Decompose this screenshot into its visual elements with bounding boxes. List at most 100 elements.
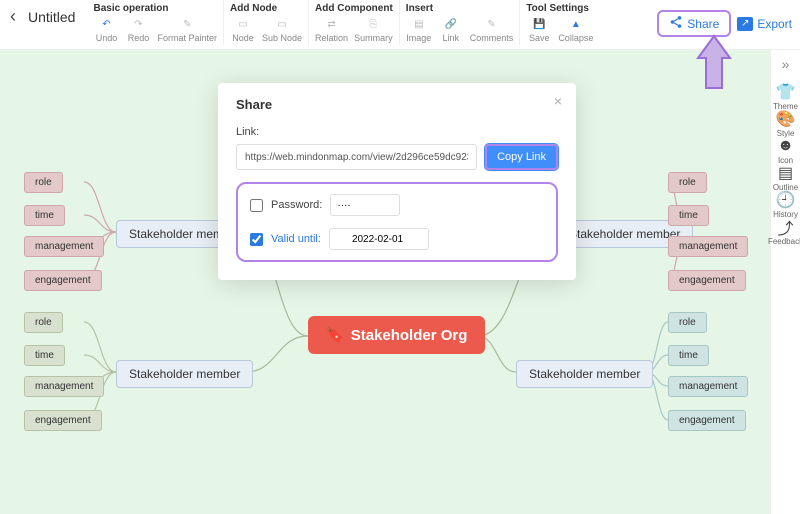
leaf-node[interactable]: management — [24, 236, 104, 257]
collapse-icon: ▲ — [568, 16, 584, 32]
member-node[interactable]: Stakeholder member — [116, 360, 253, 388]
toolbar-item-label: Undo — [96, 33, 118, 43]
comments-button[interactable]: ✎Comments — [470, 16, 514, 43]
feedback-icon: ⤴ — [778, 219, 794, 235]
toolbar-group-title: Add Node — [230, 3, 302, 14]
tag-icon: 🔖 — [326, 326, 345, 344]
share-link-input[interactable] — [236, 144, 477, 170]
leaf-node[interactable]: time — [24, 345, 65, 366]
copy-link-button[interactable]: Copy Link — [485, 144, 558, 170]
leaf-node[interactable]: time — [24, 205, 65, 226]
leaf-node[interactable]: management — [668, 376, 748, 397]
leaf-node[interactable]: time — [668, 205, 709, 226]
share-dialog: Share × Link: Copy Link Password: Valid … — [218, 83, 576, 280]
valid-until-checkbox[interactable] — [250, 233, 263, 246]
link-icon: 🔗 — [443, 16, 459, 32]
toolbar-item-label: Image — [406, 33, 431, 43]
leaf-node[interactable]: engagement — [24, 410, 102, 431]
summary-button[interactable]: ⎘Summary — [354, 16, 393, 43]
member-node[interactable]: Stakeholder member — [516, 360, 653, 388]
toolbar-item-label: Comments — [470, 33, 514, 43]
toolbar-group: Add Node▭Node▭Sub Node — [223, 0, 308, 45]
sidepanel-outline[interactable]: ▤Outline — [768, 165, 800, 192]
toolbar-group-title: Basic operation — [93, 3, 217, 14]
password-input[interactable] — [330, 194, 400, 216]
side-panel: » 👕Theme🎨Style☻Icon▤Outline🕘History⤴Feed… — [770, 50, 800, 514]
leaf-node[interactable]: role — [668, 312, 707, 333]
image-icon: ▤ — [411, 16, 427, 32]
leaf-node[interactable]: role — [668, 172, 707, 193]
sidepanel-style[interactable]: 🎨Style — [768, 111, 800, 138]
valid-until-label: Valid until: — [271, 233, 321, 245]
relation-button[interactable]: ⇄Relation — [315, 16, 348, 43]
link-button[interactable]: 🔗Link — [438, 16, 464, 43]
dialog-title: Share — [236, 97, 558, 112]
save-icon: 💾 — [531, 16, 547, 32]
leaf-node[interactable]: engagement — [24, 270, 102, 291]
share-button[interactable]: Share — [657, 10, 731, 37]
theme-icon: 👕 — [778, 84, 794, 100]
password-checkbox[interactable] — [250, 199, 263, 212]
share-icon — [669, 15, 683, 32]
export-label: Export — [757, 17, 792, 31]
doc-title[interactable]: Untitled — [24, 9, 87, 37]
share-options: Password: Valid until: 📅 — [236, 182, 558, 262]
export-button[interactable]: ↗ Export — [737, 17, 792, 31]
sidepanel-theme[interactable]: 👕Theme — [768, 84, 800, 111]
leaf-node[interactable]: management — [668, 236, 748, 257]
leaf-node[interactable]: role — [24, 172, 63, 193]
comments-icon: ✎ — [484, 16, 500, 32]
format-painter-button[interactable]: ✎Format Painter — [157, 16, 217, 43]
node-icon: ▭ — [235, 16, 251, 32]
toolbar-item-label: Save — [529, 33, 550, 43]
collapse-button[interactable]: ▲Collapse — [558, 16, 593, 43]
leaf-node[interactable]: time — [668, 345, 709, 366]
toolbar-item-label: Node — [232, 33, 254, 43]
history-icon: 🕘 — [778, 192, 794, 208]
redo-icon: ↷ — [130, 16, 146, 32]
sidepanel-label: Feedback — [768, 237, 800, 246]
toolbar-group: Tool Settings💾Save▲Collapse — [519, 0, 599, 45]
toolbar-group: Add Component⇄Relation⎘Summary — [308, 0, 399, 45]
toolbar: ‹ Untitled Basic operation↶Undo↷Redo✎For… — [0, 0, 800, 50]
toolbar-group: Basic operation↶Undo↷Redo✎Format Painter — [87, 0, 223, 45]
icon-icon: ☻ — [778, 138, 794, 154]
undo-button[interactable]: ↶Undo — [93, 16, 119, 43]
leaf-node[interactable]: role — [24, 312, 63, 333]
toolbar-group-title: Tool Settings — [526, 3, 593, 14]
collapse-panel-icon[interactable]: » — [782, 56, 790, 72]
valid-until-date[interactable] — [329, 228, 429, 250]
toolbar-group-title: Add Component — [315, 3, 393, 14]
toolbar-item-label: Summary — [354, 33, 393, 43]
undo-icon: ↶ — [98, 16, 114, 32]
node-button[interactable]: ▭Node — [230, 16, 256, 43]
toolbar-item-label: Redo — [128, 33, 150, 43]
sidepanel-feedback[interactable]: ⤴ Feedback — [768, 219, 800, 246]
center-node[interactable]: 🔖 Stakeholder Org — [308, 316, 485, 354]
toolbar-item-label: Relation — [315, 33, 348, 43]
toolbar-item-label: Link — [443, 33, 460, 43]
toolbar-group-title: Insert — [406, 3, 514, 14]
leaf-node[interactable]: engagement — [668, 270, 746, 291]
sidepanel-icon[interactable]: ☻Icon — [768, 138, 800, 165]
toolbar-group: Insert▤Image🔗Link✎Comments — [399, 0, 520, 45]
link-label: Link: — [236, 126, 558, 138]
style-icon: 🎨 — [778, 111, 794, 127]
center-label: Stakeholder Org — [351, 327, 468, 344]
leaf-node[interactable]: management — [24, 376, 104, 397]
close-icon[interactable]: × — [554, 93, 562, 109]
back-button[interactable]: ‹ — [8, 6, 24, 39]
image-button[interactable]: ▤Image — [406, 16, 432, 43]
summary-icon: ⎘ — [365, 16, 381, 32]
save-button[interactable]: 💾Save — [526, 16, 552, 43]
password-label: Password: — [271, 199, 322, 211]
outline-icon: ▤ — [778, 165, 794, 181]
share-label: Share — [687, 17, 719, 31]
toolbar-item-label: Sub Node — [262, 33, 302, 43]
redo-button[interactable]: ↷Redo — [125, 16, 151, 43]
relation-icon: ⇄ — [324, 16, 340, 32]
sub-node-button[interactable]: ▭Sub Node — [262, 16, 302, 43]
leaf-node[interactable]: engagement — [668, 410, 746, 431]
toolbar-item-label: Collapse — [558, 33, 593, 43]
sub-node-icon: ▭ — [274, 16, 290, 32]
